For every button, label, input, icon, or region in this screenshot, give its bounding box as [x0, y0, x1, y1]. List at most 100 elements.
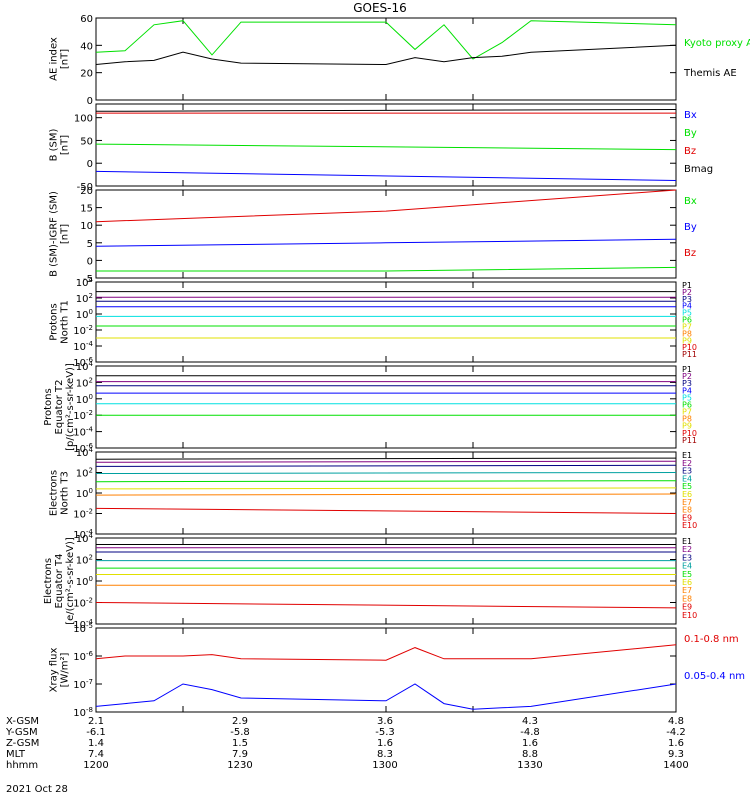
legend-label: E9 [682, 603, 692, 612]
legend-label: Bz [684, 248, 696, 259]
legend-label: 0.05-0.4 nm [684, 671, 745, 682]
plot-title: GOES-16 [353, 1, 407, 15]
y-tick-label: 10-8 [73, 706, 93, 719]
y-axis-label: B (SM)-IGRF (SM)[nT] [49, 191, 71, 277]
legend-label: E5 [682, 570, 692, 579]
legend-label: 0.1-0.8 nm [684, 634, 739, 645]
series-line [95, 143, 677, 151]
ephemeris-footer: X-GSM 2.1 2.9 3.6 4.3 4.8 Y-GSM -6.1 -5.8 -5.3 -4.… [5, 716, 689, 771]
series-line [95, 238, 677, 247]
footer-value: 7.4 [88, 749, 104, 760]
y-tick-label: 10 [80, 221, 93, 232]
legend-label: P1 [682, 281, 692, 290]
series-line [95, 44, 677, 66]
legend-label: E2 [682, 459, 692, 468]
footer-value: 8.3 [377, 749, 393, 760]
y-axis-label: ProtonsEquator T2[p/(cm²-s-sr-keV)] [43, 363, 76, 451]
series-line [95, 644, 677, 661]
panel-frame [95, 451, 677, 535]
footer-value: 1400 [663, 760, 688, 771]
footer-row-label: MLT [6, 749, 26, 760]
y-tick-label: 104 [76, 532, 94, 545]
y-tick-label: 20 [80, 186, 93, 197]
footer-value: -4.8 [520, 727, 540, 738]
legend-label: P10 [682, 429, 697, 438]
y-tick-label: 10-6 [73, 650, 93, 663]
y-tick-label: 104 [76, 360, 94, 373]
legend-label: E6 [682, 578, 692, 587]
y-tick-label: 100 [76, 393, 93, 406]
y-axis-label: B (SM)[nT] [49, 128, 71, 161]
footer-value: 2.1 [88, 716, 104, 727]
legend-label: E3 [682, 553, 692, 562]
series-line [95, 460, 677, 463]
legend-label: P5 [682, 393, 692, 402]
series-line [95, 683, 677, 710]
y-axis-label: Xray flux[W/m²] [49, 648, 71, 693]
legend-label: P7 [682, 322, 692, 331]
legend-label: P2 [682, 288, 692, 297]
legend-label: P8 [682, 329, 692, 338]
legend-label: P3 [682, 379, 692, 388]
footer-value: -6.1 [86, 727, 106, 738]
legend-label: P3 [682, 295, 692, 304]
footer-value: -5.3 [375, 727, 395, 738]
series-line [95, 20, 677, 60]
legend-label: By [684, 128, 697, 139]
y-tick-label: 104 [76, 446, 94, 459]
legend-label: P5 [682, 309, 692, 318]
footer-value: 9.3 [668, 749, 684, 760]
panels: 0 20 40 60 AE index[nT] Kyoto proxy AE Themis … [43, 14, 750, 719]
legend-label: P6 [682, 400, 692, 409]
footer-value: -5.8 [230, 727, 250, 738]
panel-frame [95, 627, 677, 713]
series-line [95, 507, 677, 514]
legend-label: E1 [682, 537, 692, 546]
legend-label: P1 [682, 365, 692, 374]
legend-label: P4 [682, 386, 692, 395]
legend-label: E1 [682, 451, 692, 460]
y-tick-label: 10-4 [73, 426, 93, 439]
y-tick-label: 10-2 [73, 324, 93, 337]
legend-label: P6 [682, 316, 692, 325]
y-tick-label: 0 [87, 256, 93, 267]
legend-label: P7 [682, 408, 692, 417]
y-axis-label: ElectronsNorth T3 [49, 470, 71, 516]
y-tick-label: 102 [76, 292, 93, 305]
y-tick-label: 40 [80, 41, 93, 52]
y-tick-label: 15 [80, 204, 93, 215]
footer-row-label: Y-GSM [5, 727, 38, 738]
legend-label: E10 [682, 521, 697, 530]
y-tick-label: 104 [76, 276, 94, 289]
y-tick-label: 60 [80, 14, 93, 25]
y-tick-label: 10-4 [73, 528, 93, 541]
legend-label: P2 [682, 372, 692, 381]
legend-label: E3 [682, 467, 692, 476]
series-line [95, 457, 677, 460]
legend-label: P9 [682, 422, 692, 431]
footer-value: 4.3 [522, 716, 538, 727]
y-axis-label: AE index[nT] [49, 37, 71, 81]
legend-label: By [684, 222, 697, 233]
footer-value: 1300 [372, 760, 397, 771]
y-tick-label: 102 [76, 467, 93, 480]
footer-value: 1.6 [668, 738, 684, 749]
legend-label: P11 [682, 436, 697, 445]
footer-value: 8.8 [522, 749, 538, 760]
y-axis-label: ProtonsNorth T1 [49, 300, 71, 344]
legend-label: E7 [682, 498, 692, 507]
y-tick-label: 50 [80, 136, 93, 147]
footer-value: 2.9 [232, 716, 248, 727]
legend-label: E10 [682, 611, 697, 620]
footer-value: -4.2 [666, 727, 686, 738]
y-tick-label: 5 [87, 239, 93, 250]
panel-frame [95, 365, 677, 449]
y-tick-label: 100 [76, 487, 93, 500]
panel-3: -5 0 5 10 15 20 B (SM)-IGRF (SM)[nT] Bx By Bz [49, 186, 697, 285]
legend-label: E8 [682, 594, 692, 603]
